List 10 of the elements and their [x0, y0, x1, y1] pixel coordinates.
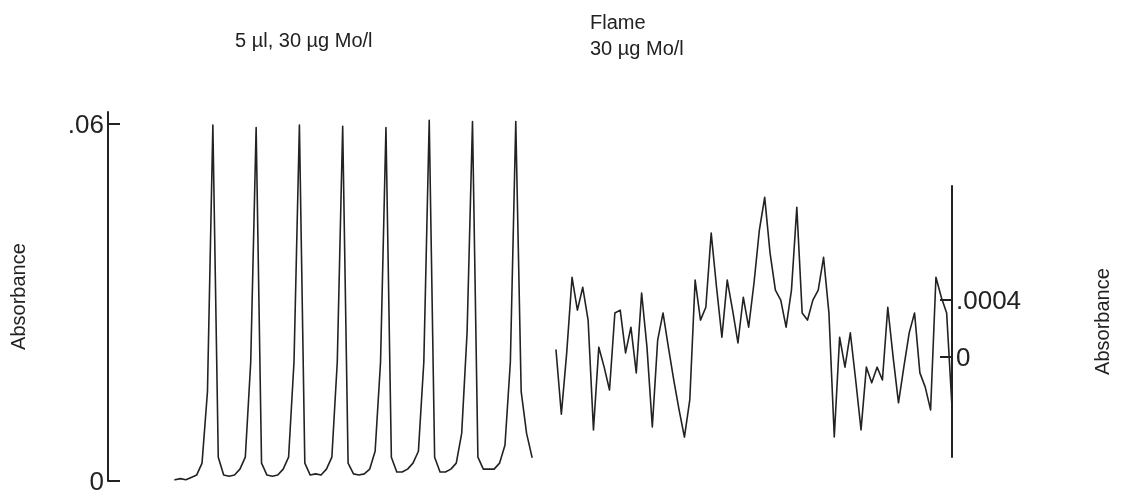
chart-subtitle: 30 µg Mo/l [590, 37, 684, 59]
y-tick-label: 0 [956, 342, 971, 373]
y-tick-label: .0004 [956, 285, 1022, 316]
line-series [174, 119, 533, 481]
chart-title: 5 µl, 30 µg Mo/l [235, 29, 373, 51]
y-axis-title: Absorbance [7, 243, 29, 350]
y-tick-label: .06 [67, 108, 104, 139]
y-axis-title: Absorbance [1091, 268, 1113, 375]
y-tick-label: 0 [89, 466, 104, 496]
chart-title: Flame [590, 11, 646, 33]
